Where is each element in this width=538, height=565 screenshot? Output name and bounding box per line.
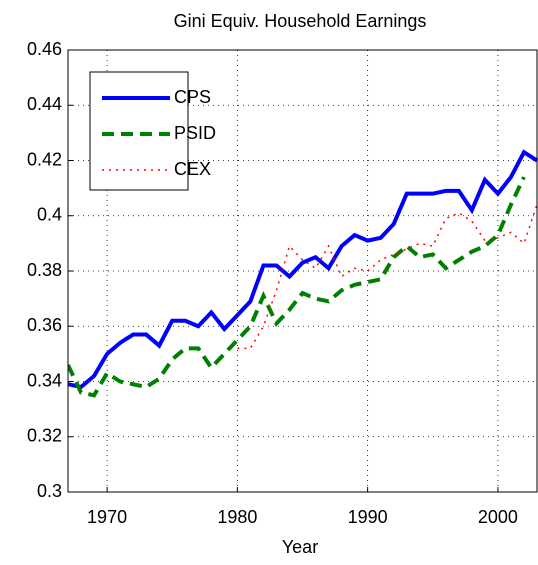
series-line	[68, 176, 526, 398]
y-tick-label: 0.4	[37, 205, 62, 225]
series-line	[237, 204, 538, 350]
x-tick-label: 1990	[348, 507, 388, 527]
y-tick-label: 0.38	[27, 260, 62, 280]
legend-label: CPS	[174, 87, 211, 107]
y-tick-label: 0.32	[27, 426, 62, 446]
y-tick-label: 0.42	[27, 149, 62, 169]
y-tick-label: 0.46	[27, 39, 62, 59]
y-tick-label: 0.34	[27, 370, 62, 390]
legend-label: CEX	[174, 159, 211, 179]
legend-label: PSID	[174, 123, 216, 143]
plot-frame	[67, 49, 538, 493]
x-tick-label: 1970	[87, 507, 127, 527]
plot-area	[68, 149, 538, 398]
x-tick-label: 1980	[217, 507, 257, 527]
series-line	[68, 149, 538, 390]
y-tick-label: 0.44	[27, 94, 62, 114]
x-tick-label: 2000	[478, 507, 518, 527]
x-axis-label: Year	[282, 537, 318, 557]
y-tick-label: 0.36	[27, 315, 62, 335]
y-tick-label: 0.3	[37, 481, 62, 501]
chart-title: Gini Equiv. Household Earnings	[174, 11, 427, 31]
